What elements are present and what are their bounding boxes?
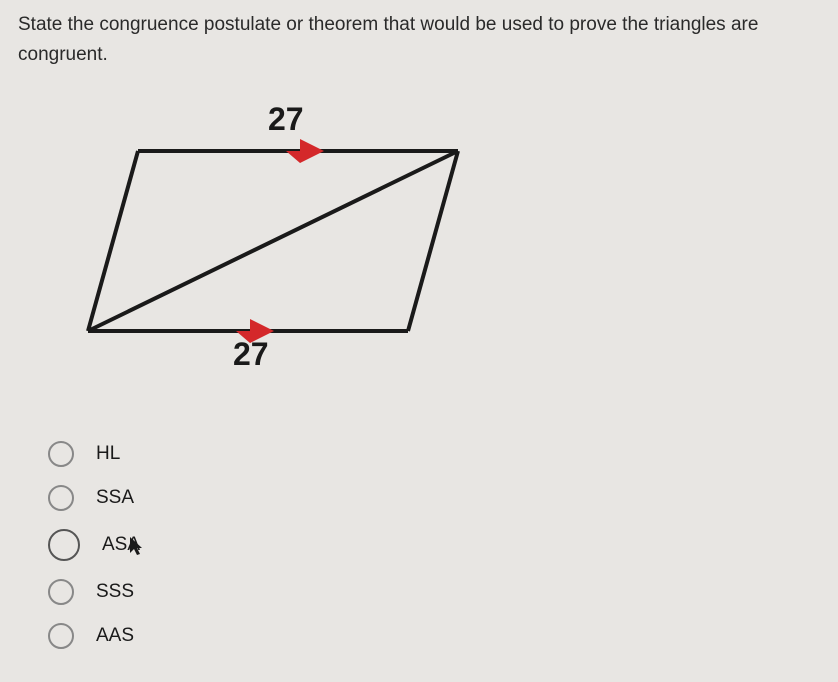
- radio-button[interactable]: [48, 441, 74, 467]
- radio-button[interactable]: [48, 529, 80, 561]
- option-asa[interactable]: ASA: [48, 529, 820, 561]
- parallelogram-svg: [58, 101, 498, 381]
- radio-button[interactable]: [48, 623, 74, 649]
- left-side: [88, 151, 138, 331]
- question-line2: congruent.: [18, 44, 108, 65]
- side-label-top: 27: [268, 101, 304, 138]
- option-aas[interactable]: AAS: [48, 623, 820, 649]
- question-line1: State the congruence postulate or theore…: [18, 14, 758, 35]
- option-label: HL: [96, 443, 120, 465]
- option-label: SSA: [96, 487, 134, 509]
- radio-button[interactable]: [48, 579, 74, 605]
- question-text: State the congruence postulate or theore…: [18, 10, 820, 71]
- option-label: AAS: [96, 625, 134, 647]
- option-label: SSS: [96, 581, 134, 603]
- geometry-diagram: 27 27: [58, 101, 498, 411]
- answer-options: HL SSA ASA SSS AAS: [48, 441, 820, 649]
- right-side: [408, 151, 458, 331]
- radio-button[interactable]: [48, 485, 74, 511]
- option-sss[interactable]: SSS: [48, 579, 820, 605]
- arrow-marker-top-head: [300, 139, 324, 163]
- side-label-bottom: 27: [233, 336, 269, 373]
- cursor-icon: [130, 537, 146, 559]
- option-ssa[interactable]: SSA: [48, 485, 820, 511]
- diagonal: [88, 151, 458, 331]
- option-hl[interactable]: HL: [48, 441, 820, 467]
